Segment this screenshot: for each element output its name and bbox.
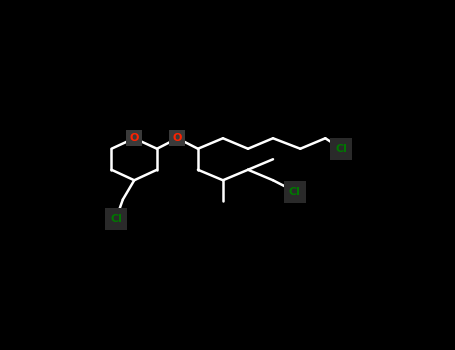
Text: Cl: Cl [335, 144, 347, 154]
Text: Cl: Cl [289, 187, 301, 197]
Text: O: O [173, 133, 182, 143]
Text: Cl: Cl [110, 214, 122, 224]
Text: O: O [130, 133, 139, 143]
